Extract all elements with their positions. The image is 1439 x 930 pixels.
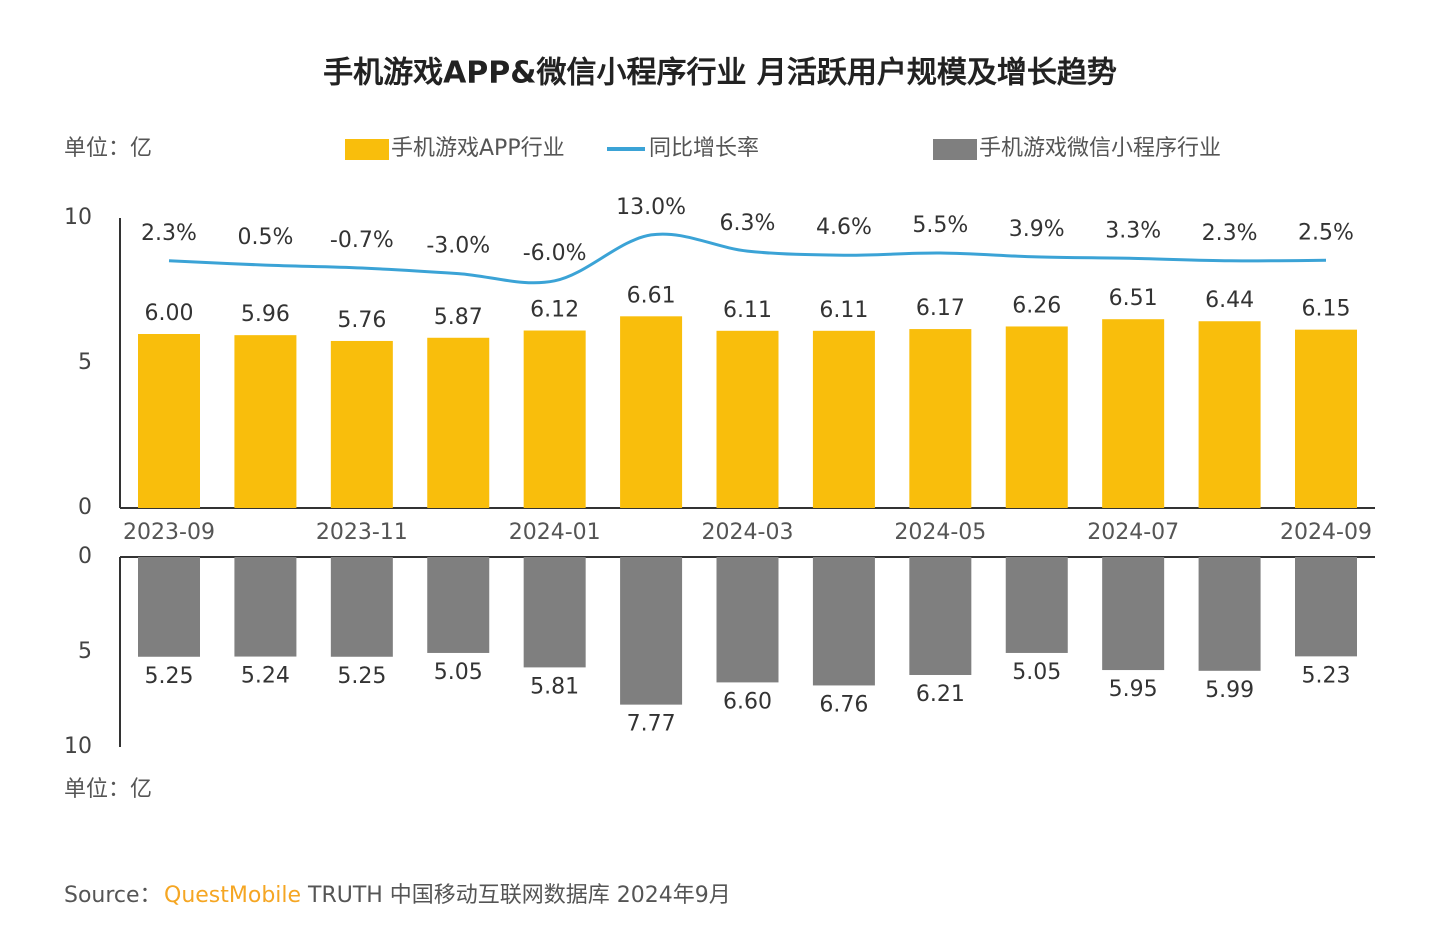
data-label: 6.61 xyxy=(627,283,676,308)
y-tick-label: 5 xyxy=(78,350,92,375)
bar xyxy=(1295,557,1357,657)
data-label: 6.51 xyxy=(1109,286,1158,311)
source-text: TRUTH 中国移动互联网数据库 2024年9月 xyxy=(307,883,731,908)
bar xyxy=(138,334,200,508)
bar xyxy=(1102,319,1165,508)
data-label: 5.87 xyxy=(434,305,483,330)
data-label: 2.3% xyxy=(1202,221,1258,246)
source-label: Source： xyxy=(64,883,162,908)
x-tick-label: 2024-03 xyxy=(702,520,794,545)
x-tick-label: 2023-09 xyxy=(123,520,215,545)
data-label: 6.21 xyxy=(916,682,965,707)
bar xyxy=(1102,557,1165,671)
bar xyxy=(330,340,393,508)
bar xyxy=(716,330,779,508)
bar xyxy=(620,557,683,705)
data-label: 4.6% xyxy=(816,215,872,240)
x-tick-label: 2024-09 xyxy=(1280,520,1372,545)
bar xyxy=(234,335,297,508)
y-tick-label: 0 xyxy=(78,544,92,569)
bar xyxy=(1295,329,1357,508)
bar xyxy=(234,557,297,657)
y-tick-label: 5 xyxy=(78,639,92,664)
data-label: 5.95 xyxy=(1109,677,1158,702)
bar xyxy=(909,329,972,508)
data-label: 5.96 xyxy=(241,302,290,327)
legend-label: 手机游戏APP行业 xyxy=(391,136,565,161)
chart-title: 手机游戏APP&微信小程序行业 月活跃用户规模及增长趋势 xyxy=(323,56,1117,91)
bar xyxy=(909,557,972,675)
data-label: 6.15 xyxy=(1302,297,1351,322)
data-label: 5.25 xyxy=(337,664,386,689)
data-label: 6.26 xyxy=(1012,293,1061,318)
bar xyxy=(330,557,393,657)
data-label: 5.76 xyxy=(337,308,386,333)
data-label: 5.05 xyxy=(434,660,483,685)
bar xyxy=(1005,326,1068,508)
data-label: 2.5% xyxy=(1298,220,1354,245)
data-label: 6.11 xyxy=(819,298,868,323)
bar xyxy=(1005,557,1068,653)
bar xyxy=(427,557,490,653)
data-label: 5.05 xyxy=(1012,660,1061,685)
data-label: -0.7% xyxy=(330,228,394,253)
data-label: 3.3% xyxy=(1105,218,1161,243)
bar xyxy=(523,557,586,668)
bar xyxy=(1198,321,1261,508)
bar xyxy=(812,557,875,686)
source-brand: QuestMobile xyxy=(164,883,301,908)
data-label: 13.0% xyxy=(616,195,686,220)
bar xyxy=(620,316,683,508)
legend-swatch xyxy=(345,139,389,160)
unit-label: 单位：亿 xyxy=(64,136,152,161)
data-label: 5.81 xyxy=(530,674,579,699)
data-label: 5.99 xyxy=(1205,678,1254,703)
bar xyxy=(716,557,779,683)
data-label: -3.0% xyxy=(426,234,490,259)
data-label: 6.11 xyxy=(723,298,772,323)
x-tick-label: 2024-07 xyxy=(1087,520,1179,545)
x-tick-label: 2024-01 xyxy=(509,520,601,545)
data-label: 6.44 xyxy=(1205,288,1254,313)
bar xyxy=(138,557,200,657)
data-label: 6.60 xyxy=(723,689,772,714)
y-tick-label: 0 xyxy=(78,495,92,520)
data-label: 6.00 xyxy=(145,301,194,326)
y-tick-label: 10 xyxy=(64,734,92,759)
x-tick-label: 2024-05 xyxy=(894,520,986,545)
data-label: -6.0% xyxy=(523,241,587,266)
legend-label: 同比增长率 xyxy=(649,136,759,161)
data-label: 6.12 xyxy=(530,298,579,323)
data-label: 3.9% xyxy=(1009,217,1065,242)
data-label: 5.25 xyxy=(145,664,194,689)
bar xyxy=(427,337,490,508)
data-label: 0.5% xyxy=(237,225,293,250)
legend-swatch xyxy=(933,139,977,160)
data-label: 7.77 xyxy=(627,712,676,737)
data-label: 2.3% xyxy=(141,221,197,246)
x-tick-label: 2023-11 xyxy=(316,520,408,545)
data-label: 6.17 xyxy=(916,296,965,321)
data-label: 6.76 xyxy=(819,692,868,717)
unit-label: 单位：亿 xyxy=(64,777,152,802)
line xyxy=(168,232,1327,285)
bar xyxy=(812,330,875,508)
bar xyxy=(1198,557,1261,671)
data-label: 6.3% xyxy=(720,211,776,236)
data-label: 5.24 xyxy=(241,664,290,689)
bar xyxy=(523,330,586,508)
y-tick-label: 10 xyxy=(64,205,92,230)
data-label: 5.5% xyxy=(912,213,968,238)
data-label: 5.23 xyxy=(1302,663,1351,688)
legend-label: 手机游戏微信小程序行业 xyxy=(979,136,1221,161)
